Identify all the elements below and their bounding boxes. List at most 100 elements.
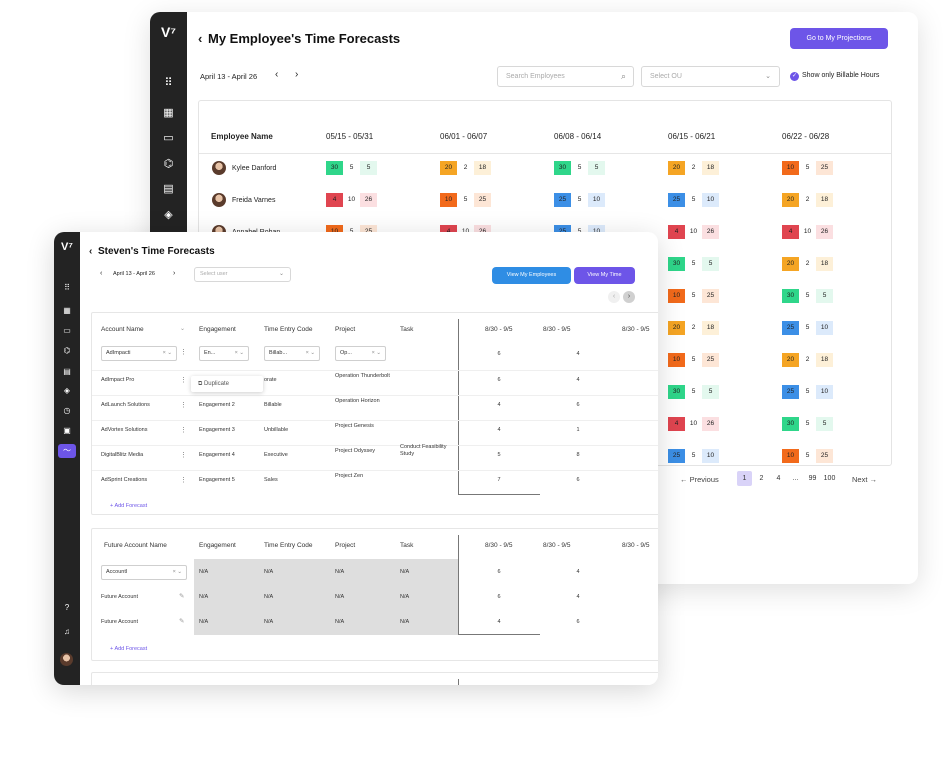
forecast-cell[interactable]: 5: [360, 161, 377, 175]
forecast-cell[interactable]: 10: [668, 353, 685, 367]
forecast-cell[interactable]: 5: [799, 449, 816, 463]
account-name[interactable]: AdLaunch Solutions: [101, 402, 150, 408]
apps-grid-icon[interactable]: ⠿: [164, 77, 173, 89]
forecast-cell[interactable]: 2: [799, 257, 816, 271]
forecast-cell[interactable]: 10: [440, 193, 457, 207]
account-name[interactable]: AdImpact Pro: [101, 377, 135, 383]
forecast-cell[interactable]: 5: [457, 193, 474, 207]
column-header[interactable]: Project: [335, 326, 356, 333]
forecast-cell[interactable]: 25: [474, 193, 491, 207]
page-number[interactable]: 4: [776, 475, 781, 482]
scroll-left-icon[interactable]: ‹: [608, 291, 620, 303]
search-employees-input[interactable]: Search Employees ⌕: [497, 66, 634, 87]
edit-icon[interactable]: ✎: [179, 618, 185, 625]
forecast-cell[interactable]: 10: [685, 225, 702, 239]
forecast-cell[interactable]: 30: [782, 417, 799, 431]
forecast-cell[interactable]: 18: [816, 193, 833, 207]
forecast-cell[interactable]: 4: [668, 225, 685, 239]
hours-value[interactable]: 7: [497, 477, 501, 483]
forecast-cell[interactable]: 5: [799, 289, 816, 303]
go-to-projections-button[interactable]: Go to My Projections: [790, 28, 888, 49]
forecast-cell[interactable]: 4: [782, 225, 799, 239]
edit-icon[interactable]: ✎: [179, 593, 185, 600]
account-name[interactable]: DigitalBlitz Media: [101, 452, 144, 458]
forecast-cell[interactable]: 5: [685, 449, 702, 463]
dashboard-icon[interactable]: ▦: [163, 107, 174, 119]
forecast-cell[interactable]: 10: [343, 193, 360, 207]
scroll-right-icon[interactable]: ›: [623, 291, 635, 303]
forecast-cell[interactable]: 10: [782, 449, 799, 463]
forecast-cell[interactable]: 20: [440, 161, 457, 175]
future-account-name[interactable]: Future Account: [101, 594, 138, 600]
forecast-cell[interactable]: 20: [668, 321, 685, 335]
view-my-employees-button[interactable]: View My Employees: [492, 267, 571, 284]
forecast-cell[interactable]: 5: [685, 289, 702, 303]
forecast-cell[interactable]: 25: [668, 193, 685, 207]
column-header[interactable]: Account Name: [101, 326, 144, 333]
column-header[interactable]: Task: [400, 542, 414, 549]
hours-value[interactable]: 4: [497, 402, 501, 408]
forecast-cell[interactable]: 10: [588, 193, 605, 207]
next-range-icon[interactable]: ›: [173, 270, 176, 277]
back-chevron-icon[interactable]: ‹: [198, 31, 203, 46]
forecast-cell[interactable]: 5: [685, 257, 702, 271]
document-icon[interactable]: ▤: [63, 367, 71, 376]
hours-value[interactable]: 4: [576, 569, 580, 575]
page-number[interactable]: 2: [759, 475, 764, 482]
briefcase-icon[interactable]: ▭: [63, 326, 71, 335]
select-user-dropdown[interactable]: Select user ⌄: [194, 267, 291, 282]
filter-select[interactable]: Billab... × ⌄: [264, 346, 320, 361]
filter-select[interactable]: AdImpacti × ⌄: [101, 346, 177, 361]
hours-value[interactable]: 4: [576, 377, 580, 383]
filter-select[interactable]: Op... × ⌄: [335, 346, 386, 361]
forecast-cell[interactable]: 25: [702, 289, 719, 303]
future-account-name[interactable]: Future Account: [101, 619, 138, 625]
forecast-cell[interactable]: 5: [799, 161, 816, 175]
forecast-cell[interactable]: 5: [685, 193, 702, 207]
org-chart-icon[interactable]: ⌬: [163, 158, 174, 170]
account-name[interactable]: AdVortex Solutions: [101, 427, 148, 433]
forecast-cell[interactable]: 25: [816, 161, 833, 175]
forecast-cell[interactable]: 30: [668, 257, 685, 271]
forecast-cell[interactable]: 30: [668, 385, 685, 399]
forecast-cell[interactable]: 4: [668, 417, 685, 431]
clock-icon[interactable]: ◷: [63, 406, 71, 415]
hours-value[interactable]: 6: [497, 569, 501, 575]
forecast-cell[interactable]: 5: [702, 385, 719, 399]
forecast-cell[interactable]: 5: [571, 193, 588, 207]
forecast-cell[interactable]: 5: [685, 353, 702, 367]
forecast-cell[interactable]: 25: [554, 193, 571, 207]
back-chevron-icon[interactable]: ‹: [89, 246, 93, 257]
hours-value[interactable]: 6: [497, 594, 501, 600]
forecast-cell[interactable]: 2: [457, 161, 474, 175]
page-number[interactable]: 99: [808, 475, 817, 482]
report-icon[interactable]: ▣: [63, 426, 71, 435]
forecast-cell[interactable]: 5: [343, 161, 360, 175]
add-forecast-link[interactable]: + Add Forecast: [110, 503, 148, 509]
forecast-cell[interactable]: 30: [326, 161, 343, 175]
forecast-cell[interactable]: 5: [571, 161, 588, 175]
add-forecast-link[interactable]: + Add Forecast: [110, 646, 148, 652]
forecast-cell[interactable]: 20: [782, 257, 799, 271]
forecast-cell[interactable]: 18: [816, 257, 833, 271]
forecast-cell[interactable]: 5: [816, 289, 833, 303]
hours-value[interactable]: 6: [497, 351, 501, 357]
forecast-cell[interactable]: 5: [799, 321, 816, 335]
employee-name[interactable]: Freida Varnes: [232, 197, 276, 204]
employee-name[interactable]: Kylee Danford: [232, 165, 277, 172]
hours-value[interactable]: 5: [497, 452, 501, 458]
forecast-cell[interactable]: 10: [799, 225, 816, 239]
column-header[interactable]: Engagement: [199, 542, 236, 549]
select-ou-dropdown[interactable]: Select OU ⌄: [641, 66, 780, 87]
forecast-cell[interactable]: 20: [782, 353, 799, 367]
page-number[interactable]: 1: [737, 471, 752, 486]
column-header[interactable]: Task: [400, 326, 414, 333]
forecast-cell[interactable]: 26: [702, 417, 719, 431]
forecast-cell[interactable]: 18: [702, 321, 719, 335]
forecast-cell[interactable]: 20: [782, 193, 799, 207]
prev-range-icon[interactable]: ‹: [275, 69, 279, 80]
column-header[interactable]: Future Account Name: [104, 542, 167, 549]
forecast-cell[interactable]: 10: [816, 321, 833, 335]
forecast-cell[interactable]: 2: [799, 353, 816, 367]
forecast-cell[interactable]: 5: [799, 385, 816, 399]
